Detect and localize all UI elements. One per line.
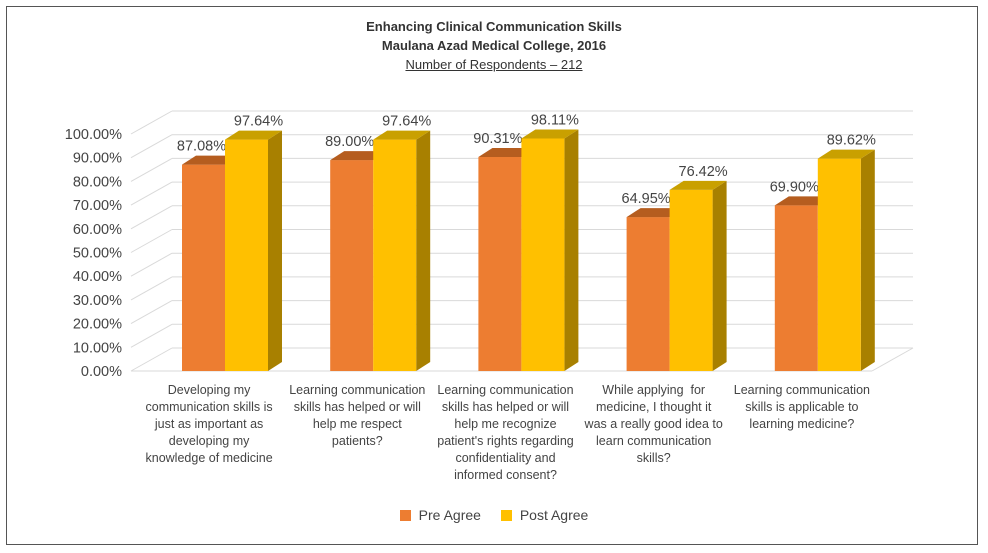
bar-top-post-agree (521, 129, 579, 139)
gridline-side (130, 276, 173, 301)
gridline-side (130, 229, 173, 253)
x-category-label: Developing my communication skills is just… (145, 383, 273, 465)
bar-post-agree (669, 189, 713, 371)
chart-title: Enhancing Clinical Communication Skills (366, 19, 622, 34)
bar-top-pre-agree (182, 155, 239, 165)
y-tick-label: 100.00% (65, 127, 122, 143)
y-tick-label: 10.00% (73, 340, 122, 356)
bar-side-post-agree (416, 130, 431, 371)
bar-top-pre-agree (626, 208, 684, 218)
bar-post-agree (817, 158, 861, 371)
gridline-side (130, 347, 173, 372)
data-label-post-agree: 98.11% (531, 112, 579, 128)
y-tick-label: 0.00% (81, 364, 122, 380)
data-label-pre-agree: 87.08% (177, 139, 226, 155)
gridline-side (130, 323, 173, 348)
data-label-pre-agree: 89.00% (325, 134, 374, 150)
y-tick-label: 90.00% (73, 151, 122, 167)
bar-post-agree (225, 139, 268, 371)
bar-top-post-agree (225, 130, 282, 140)
legend-label-pre-agree: Pre Agree (418, 507, 481, 523)
data-label-post-agree: 97.64% (382, 114, 431, 130)
gridline-side (130, 134, 173, 159)
y-tick-label: 30.00% (73, 293, 122, 309)
bar-pre-agree (330, 160, 374, 371)
chart-subtitle: Maulana Azad Medical College, 2016 (381, 38, 607, 53)
data-label-post-agree: 89.62% (827, 133, 876, 149)
bar-post-agree (373, 139, 417, 371)
legend-label-post-agree: Post Agree (519, 507, 589, 523)
bar-post-agree (521, 138, 565, 371)
gridline-side (130, 205, 173, 230)
x-category-label: While applying for medicine, I thought it… (584, 383, 723, 465)
y-tick-label: 40.00% (73, 269, 122, 285)
x-category-label: Learning communication skills has helped … (437, 383, 574, 482)
gridline-side (130, 157, 173, 182)
data-label-post-agree: 76.42% (679, 164, 728, 180)
y-tick-label: 80.00% (73, 174, 122, 190)
data-label-pre-agree: 69.90% (770, 179, 819, 195)
legend: Pre Agree Post Agree (0, 507, 988, 524)
bar-pre-agree (478, 156, 522, 371)
legend-swatch-pre-agree (399, 509, 411, 521)
legend-swatch-post-agree (500, 509, 512, 521)
bar-top-pre-agree (478, 147, 536, 157)
y-tick-label: 50.00% (73, 246, 122, 262)
bar-top-post-agree (817, 149, 875, 159)
y-tick-label: 70.00% (73, 198, 122, 214)
bar-pre-agree (774, 205, 818, 371)
gridline-side (130, 110, 173, 135)
bar-side-post-agree (564, 129, 579, 371)
bar-side-post-agree (268, 130, 282, 371)
gridline-side (130, 252, 173, 277)
legend-item-pre-agree: Pre Agree (399, 507, 481, 523)
y-tick-label: 20.00% (73, 317, 122, 333)
data-label-pre-agree: 64.95% (622, 191, 671, 207)
chart-titles: Enhancing Clinical Communication Skills … (0, 17, 988, 74)
bar-pre-agree (626, 217, 670, 371)
bar-side-post-agree (712, 180, 727, 371)
bar-top-pre-agree (774, 196, 832, 206)
legend-item-post-agree: Post Agree (500, 507, 589, 523)
gridline-side (130, 300, 173, 325)
bar-top-post-agree (669, 180, 727, 190)
floor-right-edge (871, 347, 914, 372)
bar-side-post-agree (860, 149, 875, 371)
data-label-pre-agree: 90.31% (473, 131, 522, 147)
bar-top-post-agree (373, 130, 431, 140)
gridline-side (130, 181, 173, 206)
bar-top-pre-agree (330, 151, 388, 161)
y-tick-label: 60.00% (73, 222, 122, 238)
data-label-post-agree: 97.64% (234, 114, 283, 130)
x-category-label: Learning communication skills has helped … (289, 383, 426, 448)
x-category-label: Learning communication skills is applicab… (733, 383, 870, 431)
respondents-label: Number of Respondents – 212 (405, 57, 583, 72)
bar-pre-agree (182, 164, 225, 371)
